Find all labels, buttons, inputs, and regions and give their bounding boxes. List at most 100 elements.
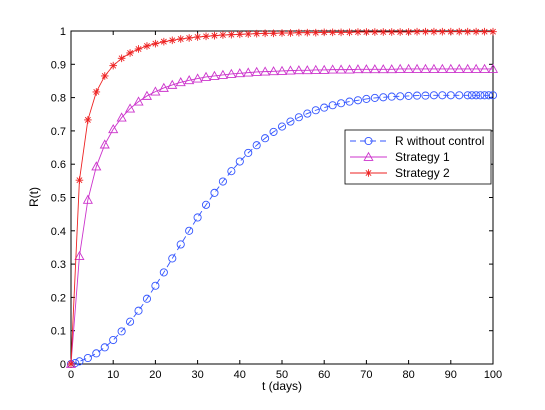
data-point xyxy=(82,194,93,204)
data-point xyxy=(303,28,312,37)
data-point xyxy=(379,93,388,102)
data-point xyxy=(302,65,313,75)
data-point xyxy=(151,39,160,48)
data-point xyxy=(345,97,354,106)
legend-label: R without control xyxy=(395,134,484,148)
data-point xyxy=(420,63,431,73)
data-point xyxy=(438,27,447,36)
data-point xyxy=(226,68,237,78)
data-point xyxy=(455,27,464,36)
data-point xyxy=(463,91,472,100)
series-1 xyxy=(66,91,498,369)
y-tick-label: 0.4 xyxy=(51,226,66,238)
y-tick-label: 0.3 xyxy=(51,259,66,271)
data-point xyxy=(480,27,489,36)
data-point xyxy=(252,141,261,150)
data-point xyxy=(387,28,396,36)
data-point xyxy=(252,29,261,38)
data-point xyxy=(371,28,379,36)
data-point xyxy=(421,91,430,100)
data-point xyxy=(184,75,195,85)
series-group xyxy=(65,27,499,369)
data-point xyxy=(160,37,168,46)
data-point xyxy=(404,28,413,36)
data-point xyxy=(261,29,269,38)
legend-marker xyxy=(364,136,373,146)
data-point xyxy=(234,68,245,78)
data-point xyxy=(159,268,168,277)
data-point xyxy=(370,93,379,102)
data-point xyxy=(484,91,493,100)
data-point xyxy=(75,176,84,184)
x-tick-label: 10 xyxy=(107,369,119,381)
data-point xyxy=(311,106,320,115)
data-point xyxy=(91,161,102,171)
data-point xyxy=(361,64,372,74)
data-point xyxy=(396,92,405,101)
legend-item: Strategy 1 xyxy=(350,150,450,164)
y-axis-title: R(t) xyxy=(27,187,41,207)
data-point xyxy=(320,103,329,112)
data-point xyxy=(235,157,244,166)
data-point xyxy=(412,91,422,100)
data-point xyxy=(396,28,404,36)
data-point xyxy=(176,35,185,43)
data-point xyxy=(150,86,161,96)
data-point xyxy=(487,63,499,73)
data-point xyxy=(202,32,210,41)
data-point xyxy=(320,28,328,37)
data-point xyxy=(269,29,278,38)
x-tick-label: 90 xyxy=(445,369,457,381)
data-point xyxy=(193,33,202,41)
data-point xyxy=(395,63,406,73)
data-point xyxy=(476,91,485,100)
data-point xyxy=(176,240,185,249)
x-tick-label: 40 xyxy=(234,369,246,381)
data-point xyxy=(75,357,84,366)
data-point xyxy=(472,91,481,100)
data-point xyxy=(200,71,212,81)
data-point xyxy=(293,65,304,75)
y-tick-label: 0 xyxy=(60,359,66,371)
x-tick-label: 0 xyxy=(68,369,74,381)
data-point xyxy=(151,281,160,290)
data-point xyxy=(471,63,482,73)
data-point xyxy=(286,29,295,37)
data-point xyxy=(480,91,489,100)
legend: R without control Strategy 1 Strategy 2 xyxy=(344,129,492,185)
legend-label: Strategy 1 xyxy=(395,150,450,164)
data-point xyxy=(193,213,202,222)
data-point xyxy=(428,63,439,73)
data-point xyxy=(445,63,456,73)
data-point xyxy=(369,64,380,74)
data-point xyxy=(227,30,236,39)
data-point xyxy=(109,335,118,345)
data-point xyxy=(286,117,295,126)
data-point xyxy=(175,77,186,87)
data-point xyxy=(479,63,490,73)
data-point xyxy=(447,27,455,36)
x-tick-label: 80 xyxy=(402,369,414,381)
data-point xyxy=(219,31,227,39)
data-point xyxy=(362,28,371,36)
data-point xyxy=(134,306,143,315)
data-point xyxy=(411,63,423,73)
x-tick-label: 60 xyxy=(318,369,330,381)
data-point xyxy=(268,66,279,76)
data-point xyxy=(319,64,330,74)
data-point xyxy=(285,65,296,75)
data-point xyxy=(421,27,430,36)
data-point xyxy=(141,90,153,100)
data-point xyxy=(353,96,363,105)
data-point xyxy=(362,94,371,103)
data-point xyxy=(429,91,438,100)
data-point xyxy=(126,49,134,57)
data-point xyxy=(125,103,136,113)
data-point xyxy=(352,64,364,74)
y-tick-label: 0.7 xyxy=(51,126,66,138)
data-point xyxy=(92,88,101,96)
data-point xyxy=(310,64,321,74)
y-tick-label: 0.2 xyxy=(51,292,66,304)
data-point xyxy=(92,349,101,358)
